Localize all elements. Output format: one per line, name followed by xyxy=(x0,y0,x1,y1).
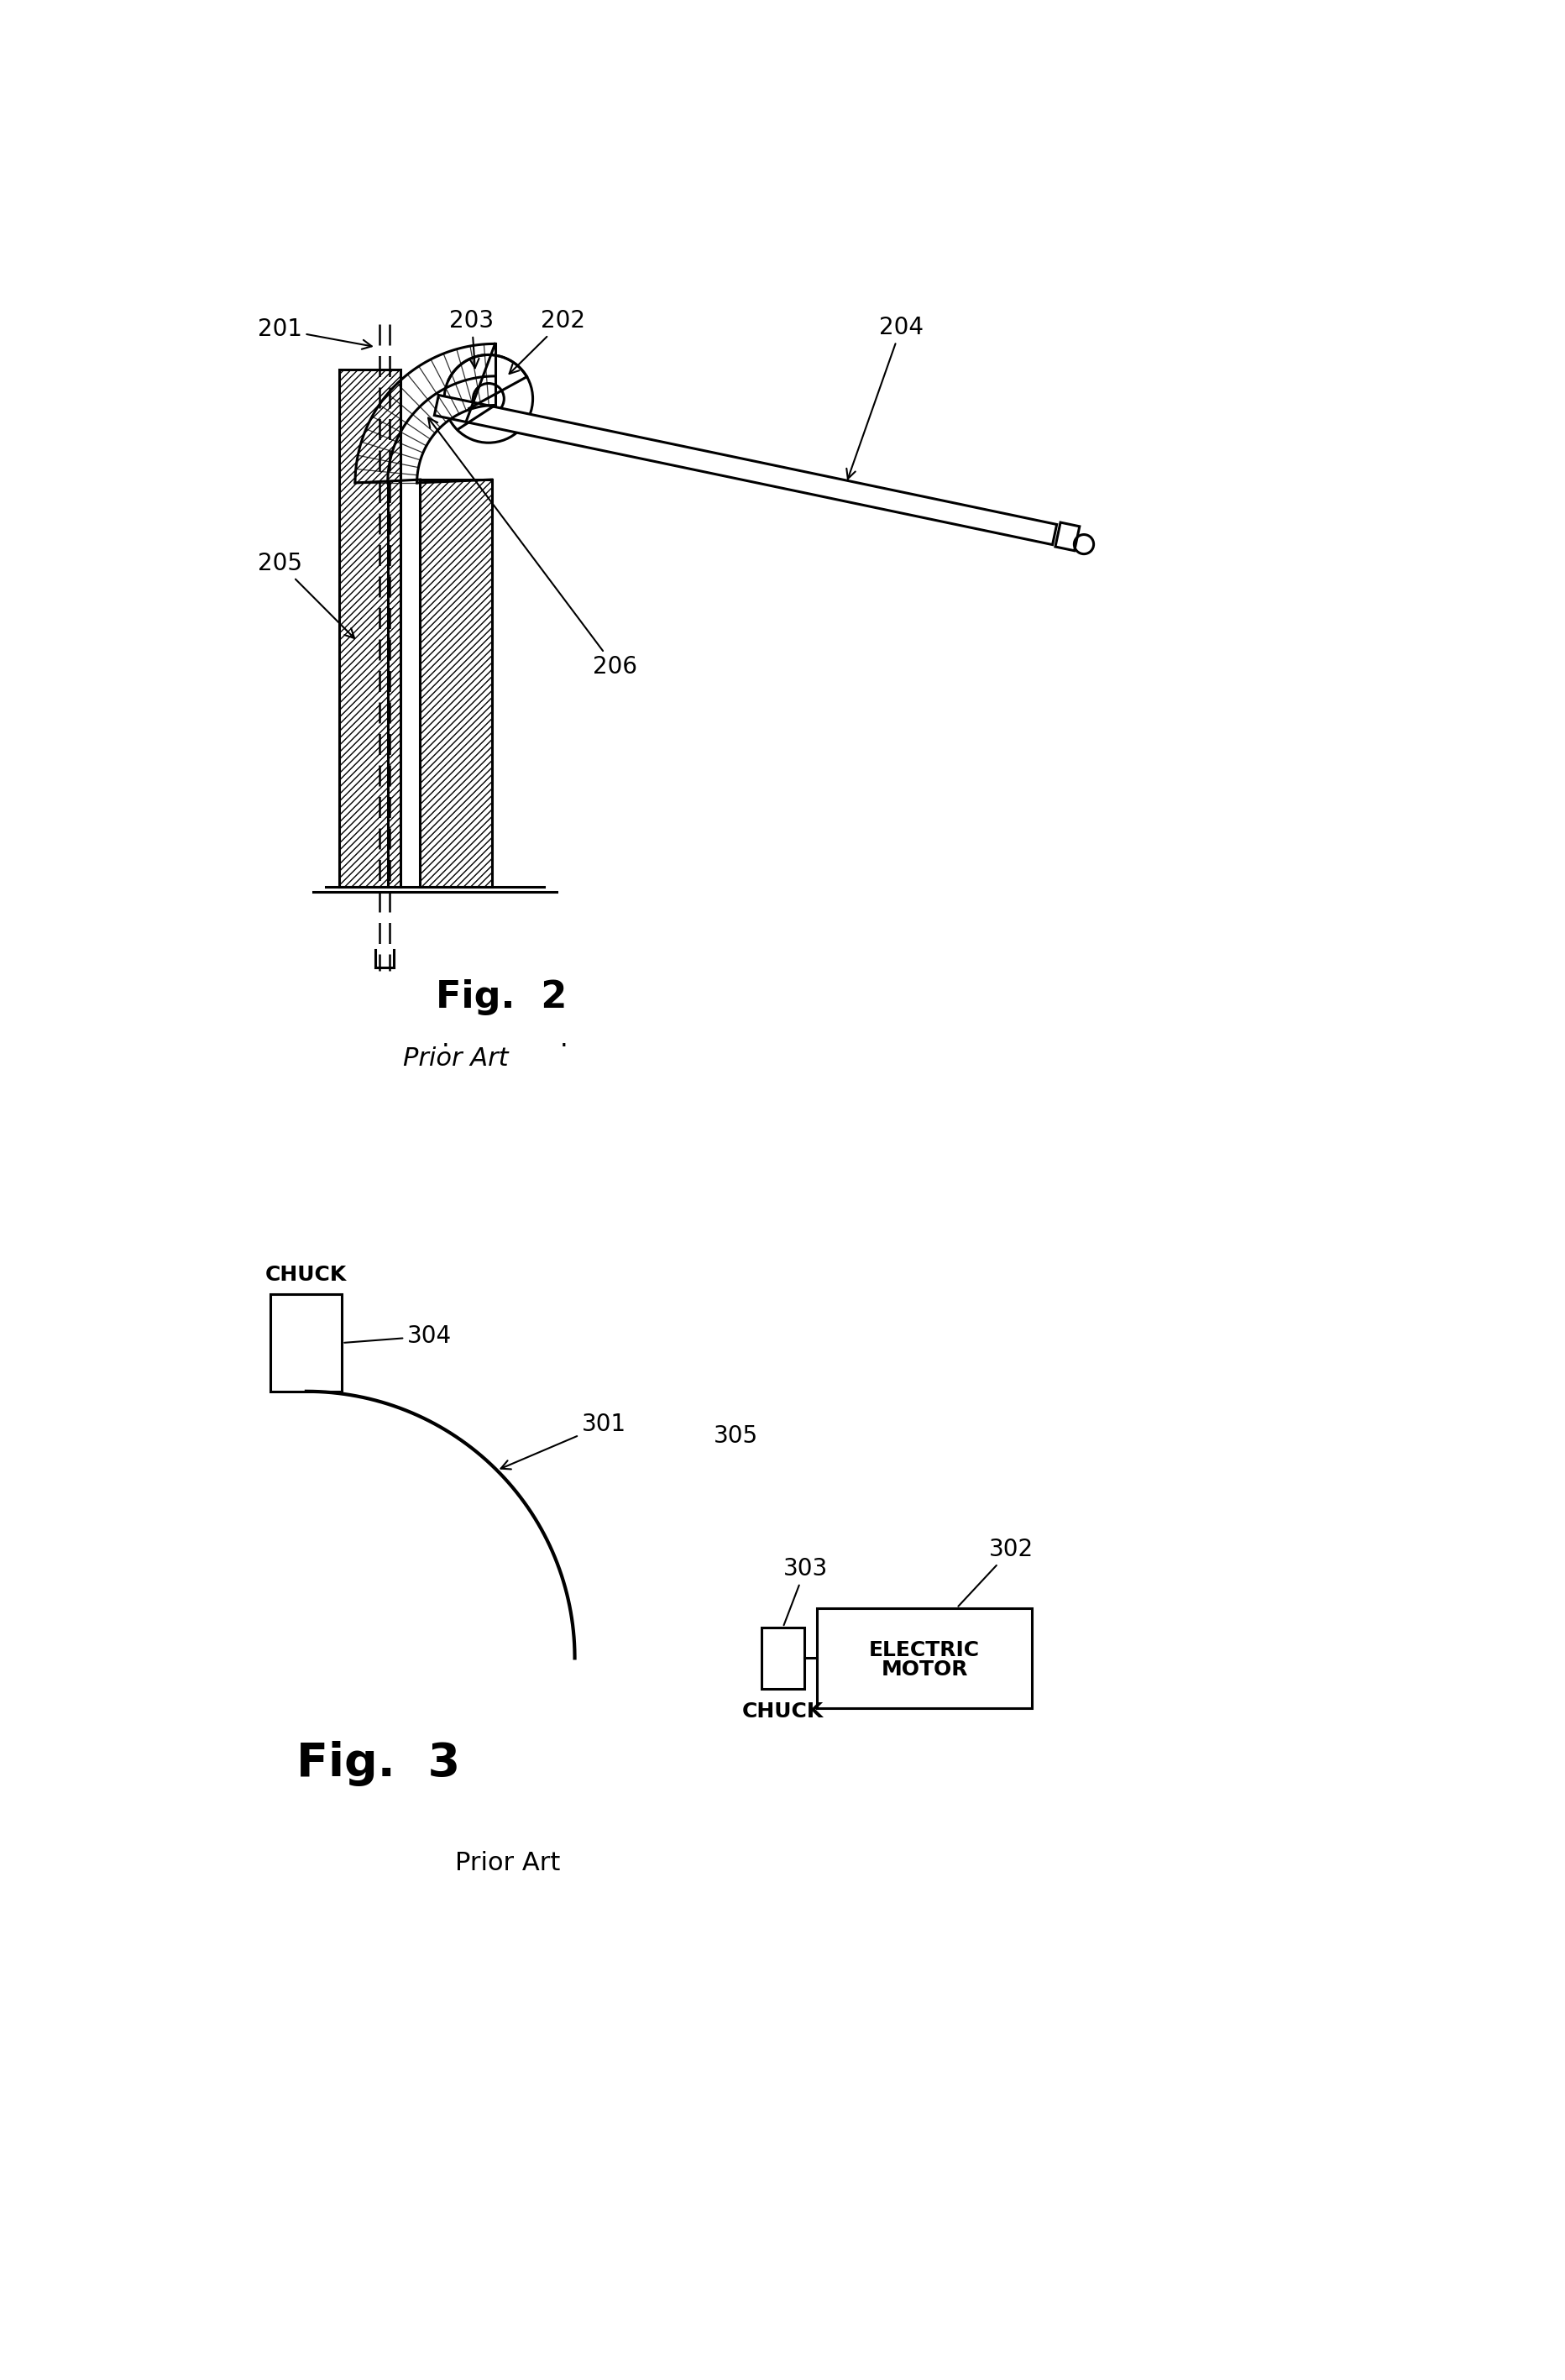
Text: 303: 303 xyxy=(782,1557,828,1626)
Text: 305: 305 xyxy=(714,1426,757,1447)
Bar xyxy=(271,1295,341,1392)
Bar xyxy=(817,1609,1031,1709)
Text: 202: 202 xyxy=(509,309,585,374)
Text: ·: · xyxy=(560,1035,568,1059)
Text: CHUCK: CHUCK xyxy=(266,1264,347,1285)
Text: 302: 302 xyxy=(958,1537,1033,1607)
Text: 205: 205 xyxy=(257,552,354,638)
Text: 201: 201 xyxy=(257,317,371,350)
Text: 204: 204 xyxy=(847,317,923,478)
Text: Prior Art: Prior Art xyxy=(404,1047,509,1071)
Text: MOTOR: MOTOR xyxy=(881,1659,967,1680)
Text: Fig.  2: Fig. 2 xyxy=(435,978,567,1014)
Bar xyxy=(762,1628,804,1690)
Text: Fig.  3: Fig. 3 xyxy=(296,1740,460,1785)
Text: 301: 301 xyxy=(501,1414,626,1468)
Text: 304: 304 xyxy=(344,1323,452,1347)
Polygon shape xyxy=(434,395,1056,545)
Circle shape xyxy=(473,383,504,414)
Text: ELECTRIC: ELECTRIC xyxy=(869,1640,980,1661)
Text: CHUCK: CHUCK xyxy=(742,1702,823,1721)
Polygon shape xyxy=(1055,524,1078,550)
Text: 203: 203 xyxy=(449,309,495,369)
Text: ·: · xyxy=(441,1035,449,1059)
Text: Prior Art: Prior Art xyxy=(455,1852,560,1875)
Text: 206: 206 xyxy=(427,419,637,678)
